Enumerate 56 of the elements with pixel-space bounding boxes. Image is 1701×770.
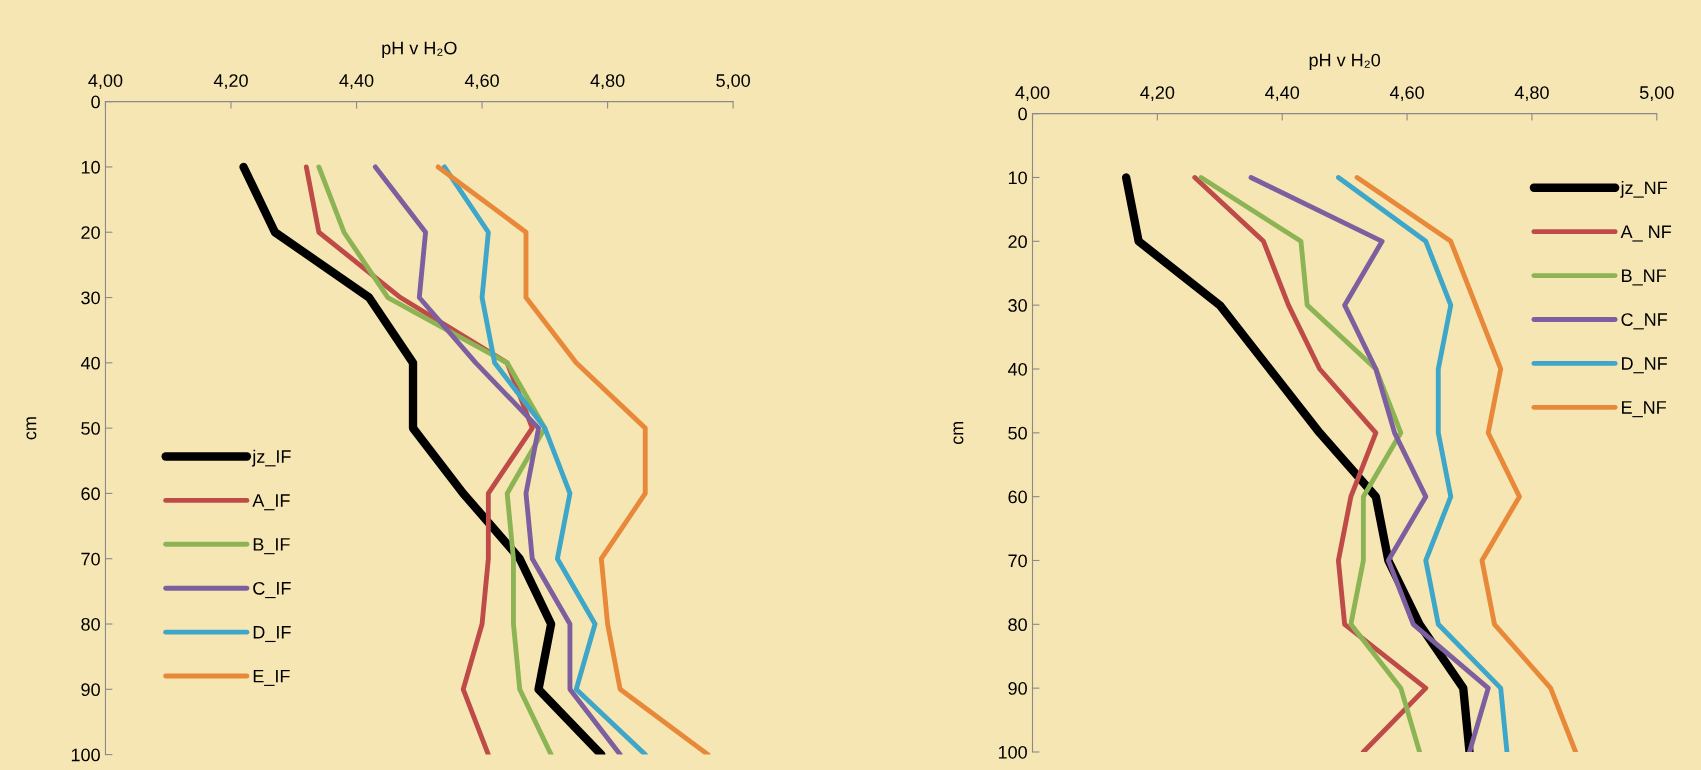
- legend-label: E_NF: [1622, 401, 1666, 418]
- y-tick-label: 40: [1007, 362, 1027, 376]
- y-tick-label: 90: [1008, 682, 1027, 695]
- line-series: [1335, 175, 1510, 752]
- y-tick-label: 30: [81, 291, 100, 305]
- legend-label: B_NF: [1622, 269, 1666, 286]
- y-tick-label: 70: [1008, 554, 1027, 568]
- legend-label: E_IF: [253, 669, 290, 686]
- legend-label: C_IF: [253, 581, 291, 599]
- y-tick-label: 90: [81, 683, 100, 697]
- x-tick-label: 4,60: [464, 74, 499, 90]
- y-tick-label: 80: [81, 617, 100, 631]
- y-tick-label: 20: [1008, 235, 1027, 249]
- y-tick-label: 80: [1008, 618, 1027, 632]
- line-series: [435, 164, 711, 755]
- y-tick-label: 30: [1008, 299, 1027, 312]
- x-tick-label: 4,20: [1140, 86, 1175, 102]
- y-tick-label: 10: [81, 160, 100, 174]
- y-tick-label: 0: [1018, 107, 1027, 121]
- x-tick-label: 4,00: [88, 74, 123, 90]
- x-tick-label: 4,40: [1265, 86, 1300, 102]
- line-series: [441, 164, 648, 755]
- line-series: [372, 164, 623, 755]
- y-tick-label: 60: [81, 487, 100, 501]
- y-tick-label: 70: [81, 552, 100, 566]
- y-tick-label: 100: [998, 745, 1027, 759]
- x-axis-title: pH v H₂0: [1309, 53, 1381, 71]
- legend-label: jz_NF: [1620, 180, 1667, 198]
- y-tick-label: 100: [71, 748, 100, 762]
- legend-label: D_IF: [253, 626, 291, 643]
- x-tick-label: 4,00: [1015, 86, 1050, 102]
- legend-label: D_NF: [1622, 357, 1667, 374]
- y-tick-label: 50: [81, 422, 100, 435]
- y-axis-title: cm: [26, 417, 37, 440]
- legend-label: jz_IF: [251, 449, 291, 467]
- legend-label: B_IF: [253, 538, 290, 555]
- line-series: [1248, 175, 1491, 752]
- y-tick-label: 40: [80, 356, 100, 370]
- x-tick-label: 5,00: [716, 74, 750, 90]
- x-tick-label: 4,40: [339, 74, 374, 90]
- y-axis-title: cm: [953, 421, 964, 445]
- x-tick-label: 4,20: [213, 74, 248, 90]
- legend-label: C_NF: [1621, 313, 1667, 330]
- y-tick-label: 20: [81, 226, 100, 239]
- x-tick-label: 4,80: [1514, 86, 1549, 102]
- x-tick-label: 4,80: [590, 74, 625, 90]
- y-tick-label: 0: [91, 95, 100, 109]
- legend-label: A_ NF: [1620, 225, 1672, 242]
- legend-label: A_IF: [252, 494, 290, 511]
- x-tick-label: 4,60: [1389, 86, 1424, 102]
- x-axis-title: pH v H₂O: [382, 41, 457, 58]
- y-tick-label: 10: [1008, 171, 1027, 185]
- y-tick-label: 60: [1008, 490, 1027, 504]
- x-tick-label: 5,00: [1639, 86, 1674, 102]
- line-series: [1354, 175, 1579, 752]
- y-tick-label: 50: [1008, 426, 1027, 440]
